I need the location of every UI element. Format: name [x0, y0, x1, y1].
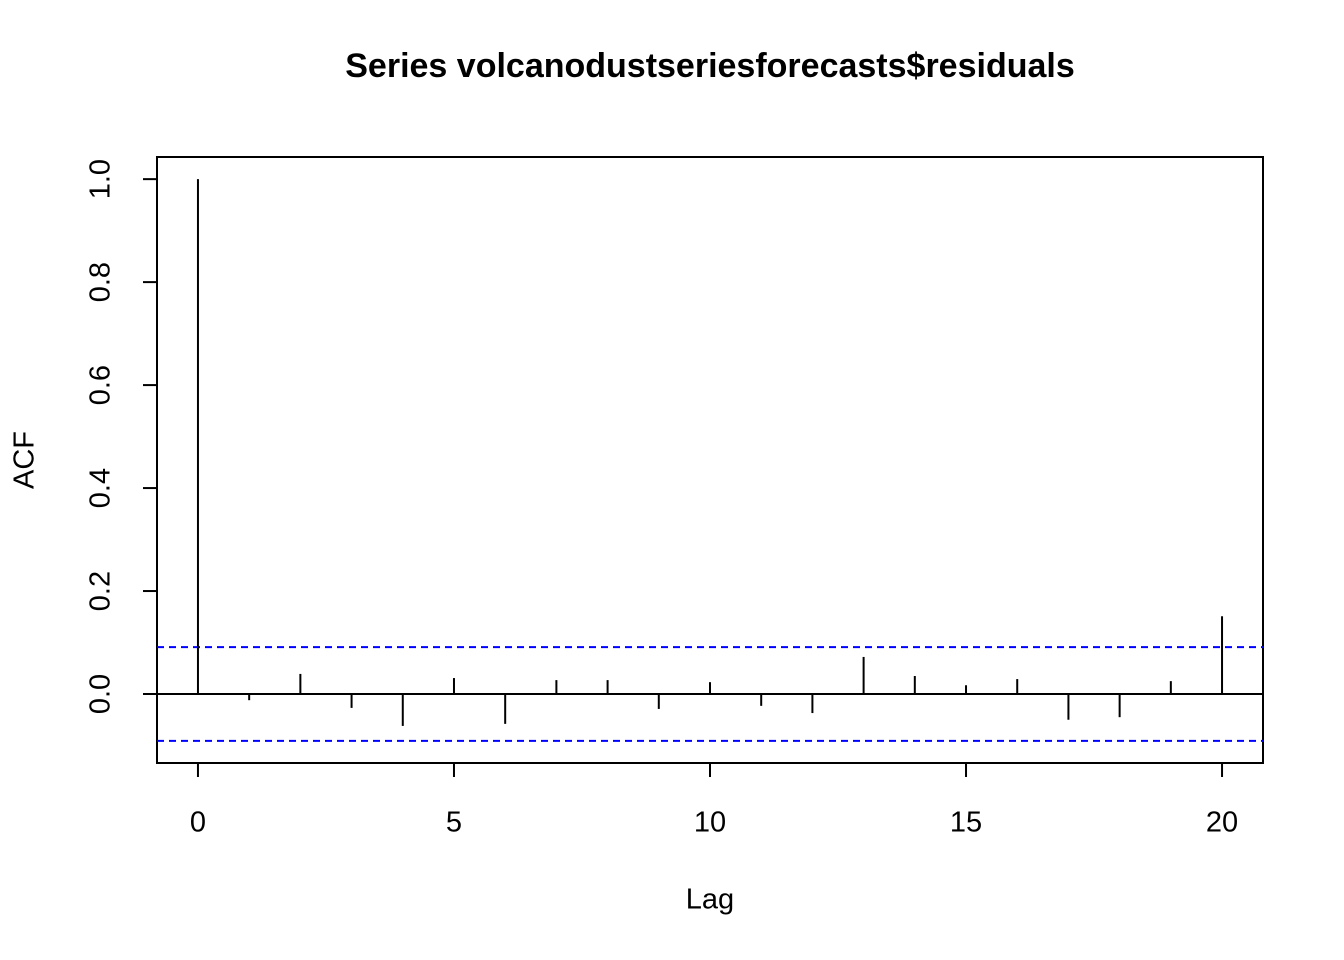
x-axis-label: Lag	[686, 884, 734, 916]
x-tick-label: 15	[950, 807, 982, 839]
y-tick-label: 1.0	[85, 159, 117, 199]
x-tick-label: 5	[446, 807, 462, 839]
chart-title: Series volcanodustseriesforecasts$residu…	[345, 47, 1075, 85]
x-tick-label: 10	[694, 807, 726, 839]
plot-frame	[156, 156, 1264, 764]
x-tick-label: 0	[190, 807, 206, 839]
y-tick-label: 0.6	[85, 365, 117, 405]
y-tick-label: 0.4	[85, 468, 117, 508]
y-tick-label: 0.0	[85, 674, 117, 714]
y-tick-label: 0.8	[85, 262, 117, 302]
y-axis-label: ACF	[9, 431, 41, 489]
y-tick-label: 0.2	[85, 571, 117, 611]
x-tick-label: 20	[1206, 807, 1238, 839]
